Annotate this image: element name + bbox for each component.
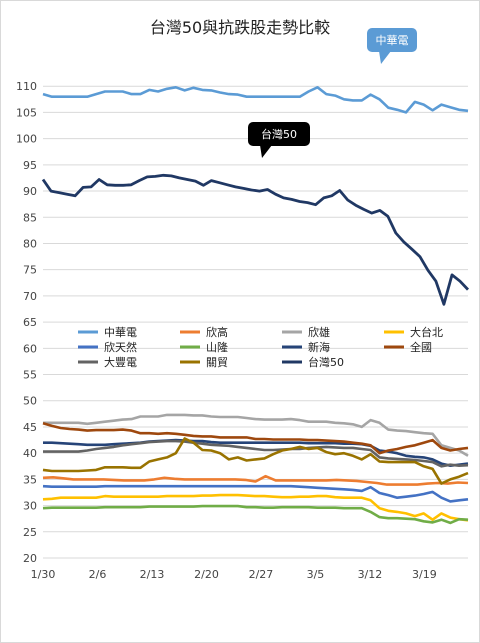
x-tick-label: 2/20 [194, 568, 219, 581]
y-tick-label: 60 [23, 342, 37, 355]
x-tick-label: 3/19 [412, 568, 437, 581]
chart-title: 台灣50與抗跌股走勢比較 [150, 18, 330, 37]
y-tick-label: 110 [16, 80, 37, 93]
x-tick-label: 1/30 [31, 568, 56, 581]
y-tick-label: 105 [16, 106, 37, 119]
callout-中華電: 中華電 [367, 28, 417, 64]
callout-tail [260, 145, 272, 158]
y-tick-label: 65 [23, 316, 37, 329]
callout-box [367, 28, 417, 52]
series-line-欣高 [42, 474, 469, 486]
x-tick-label: 2/6 [89, 568, 107, 581]
legend-label: 新海 [308, 340, 330, 354]
series-line-欣雄 [43, 413, 469, 457]
y-tick-label: 35 [23, 473, 37, 486]
legend-label: 中華電 [104, 326, 137, 339]
series-line-台灣50 [41, 173, 470, 306]
y-tick-label: 55 [23, 369, 37, 382]
callout-box [248, 122, 310, 146]
legend-label: 大台北 [410, 325, 443, 339]
series-line-山隆 [42, 504, 469, 525]
callout-text: 台灣50 [261, 127, 297, 141]
y-tick-label: 90 [23, 185, 37, 198]
legend-label: 關貿 [206, 356, 228, 369]
series-line-大豐電 [43, 439, 469, 468]
y-tick-label: 20 [23, 552, 37, 565]
series-line-欣天然 [42, 484, 469, 503]
legend-label: 欣高 [206, 325, 228, 339]
y-tick-label: 80 [23, 237, 37, 250]
callout-text: 中華電 [376, 34, 409, 47]
series-lines [41, 86, 470, 525]
y-tick-label: 100 [16, 133, 37, 146]
x-axis-ticks: 1/30 2/6 2/13 2/20 2/27 3/5 3/12 3/19 [31, 568, 437, 581]
series-line-中華電 [42, 86, 469, 114]
y-tick-label: 85 [23, 211, 37, 224]
y-tick-label: 70 [23, 290, 37, 303]
legend-label: 台灣50 [308, 355, 344, 369]
x-tick-label: 3/5 [307, 568, 325, 581]
legend-label: 欣雄 [308, 325, 330, 339]
gridlines [43, 85, 468, 559]
x-tick-label: 3/12 [358, 568, 383, 581]
y-tick-label: 25 [23, 526, 37, 539]
legend-label: 山隆 [206, 340, 228, 354]
series-line-關貿 [42, 437, 469, 485]
y-axis-ticks: 20 25 30 35 40 45 50 55 60 65 70 75 80 85 90 95 100 105 11… [16, 80, 37, 565]
series-line-全國 [42, 422, 469, 455]
y-tick-label: 95 [23, 159, 37, 172]
series-line-新海 [43, 438, 469, 468]
legend-label: 全國 [410, 340, 432, 354]
legend-label: 欣天然 [104, 340, 137, 354]
y-tick-label: 75 [23, 264, 37, 277]
y-tick-label: 50 [23, 395, 37, 408]
x-tick-label: 2/13 [140, 568, 165, 581]
callout-台灣50: 台灣50 [248, 122, 310, 158]
y-tick-label: 30 [23, 500, 37, 513]
callout-tail [379, 51, 391, 64]
x-tick-label: 2/27 [249, 568, 274, 581]
series-line-大台北 [42, 493, 469, 522]
legend-label: 大豐電 [104, 355, 137, 369]
y-tick-label: 40 [23, 447, 37, 460]
y-tick-label: 45 [23, 421, 37, 434]
